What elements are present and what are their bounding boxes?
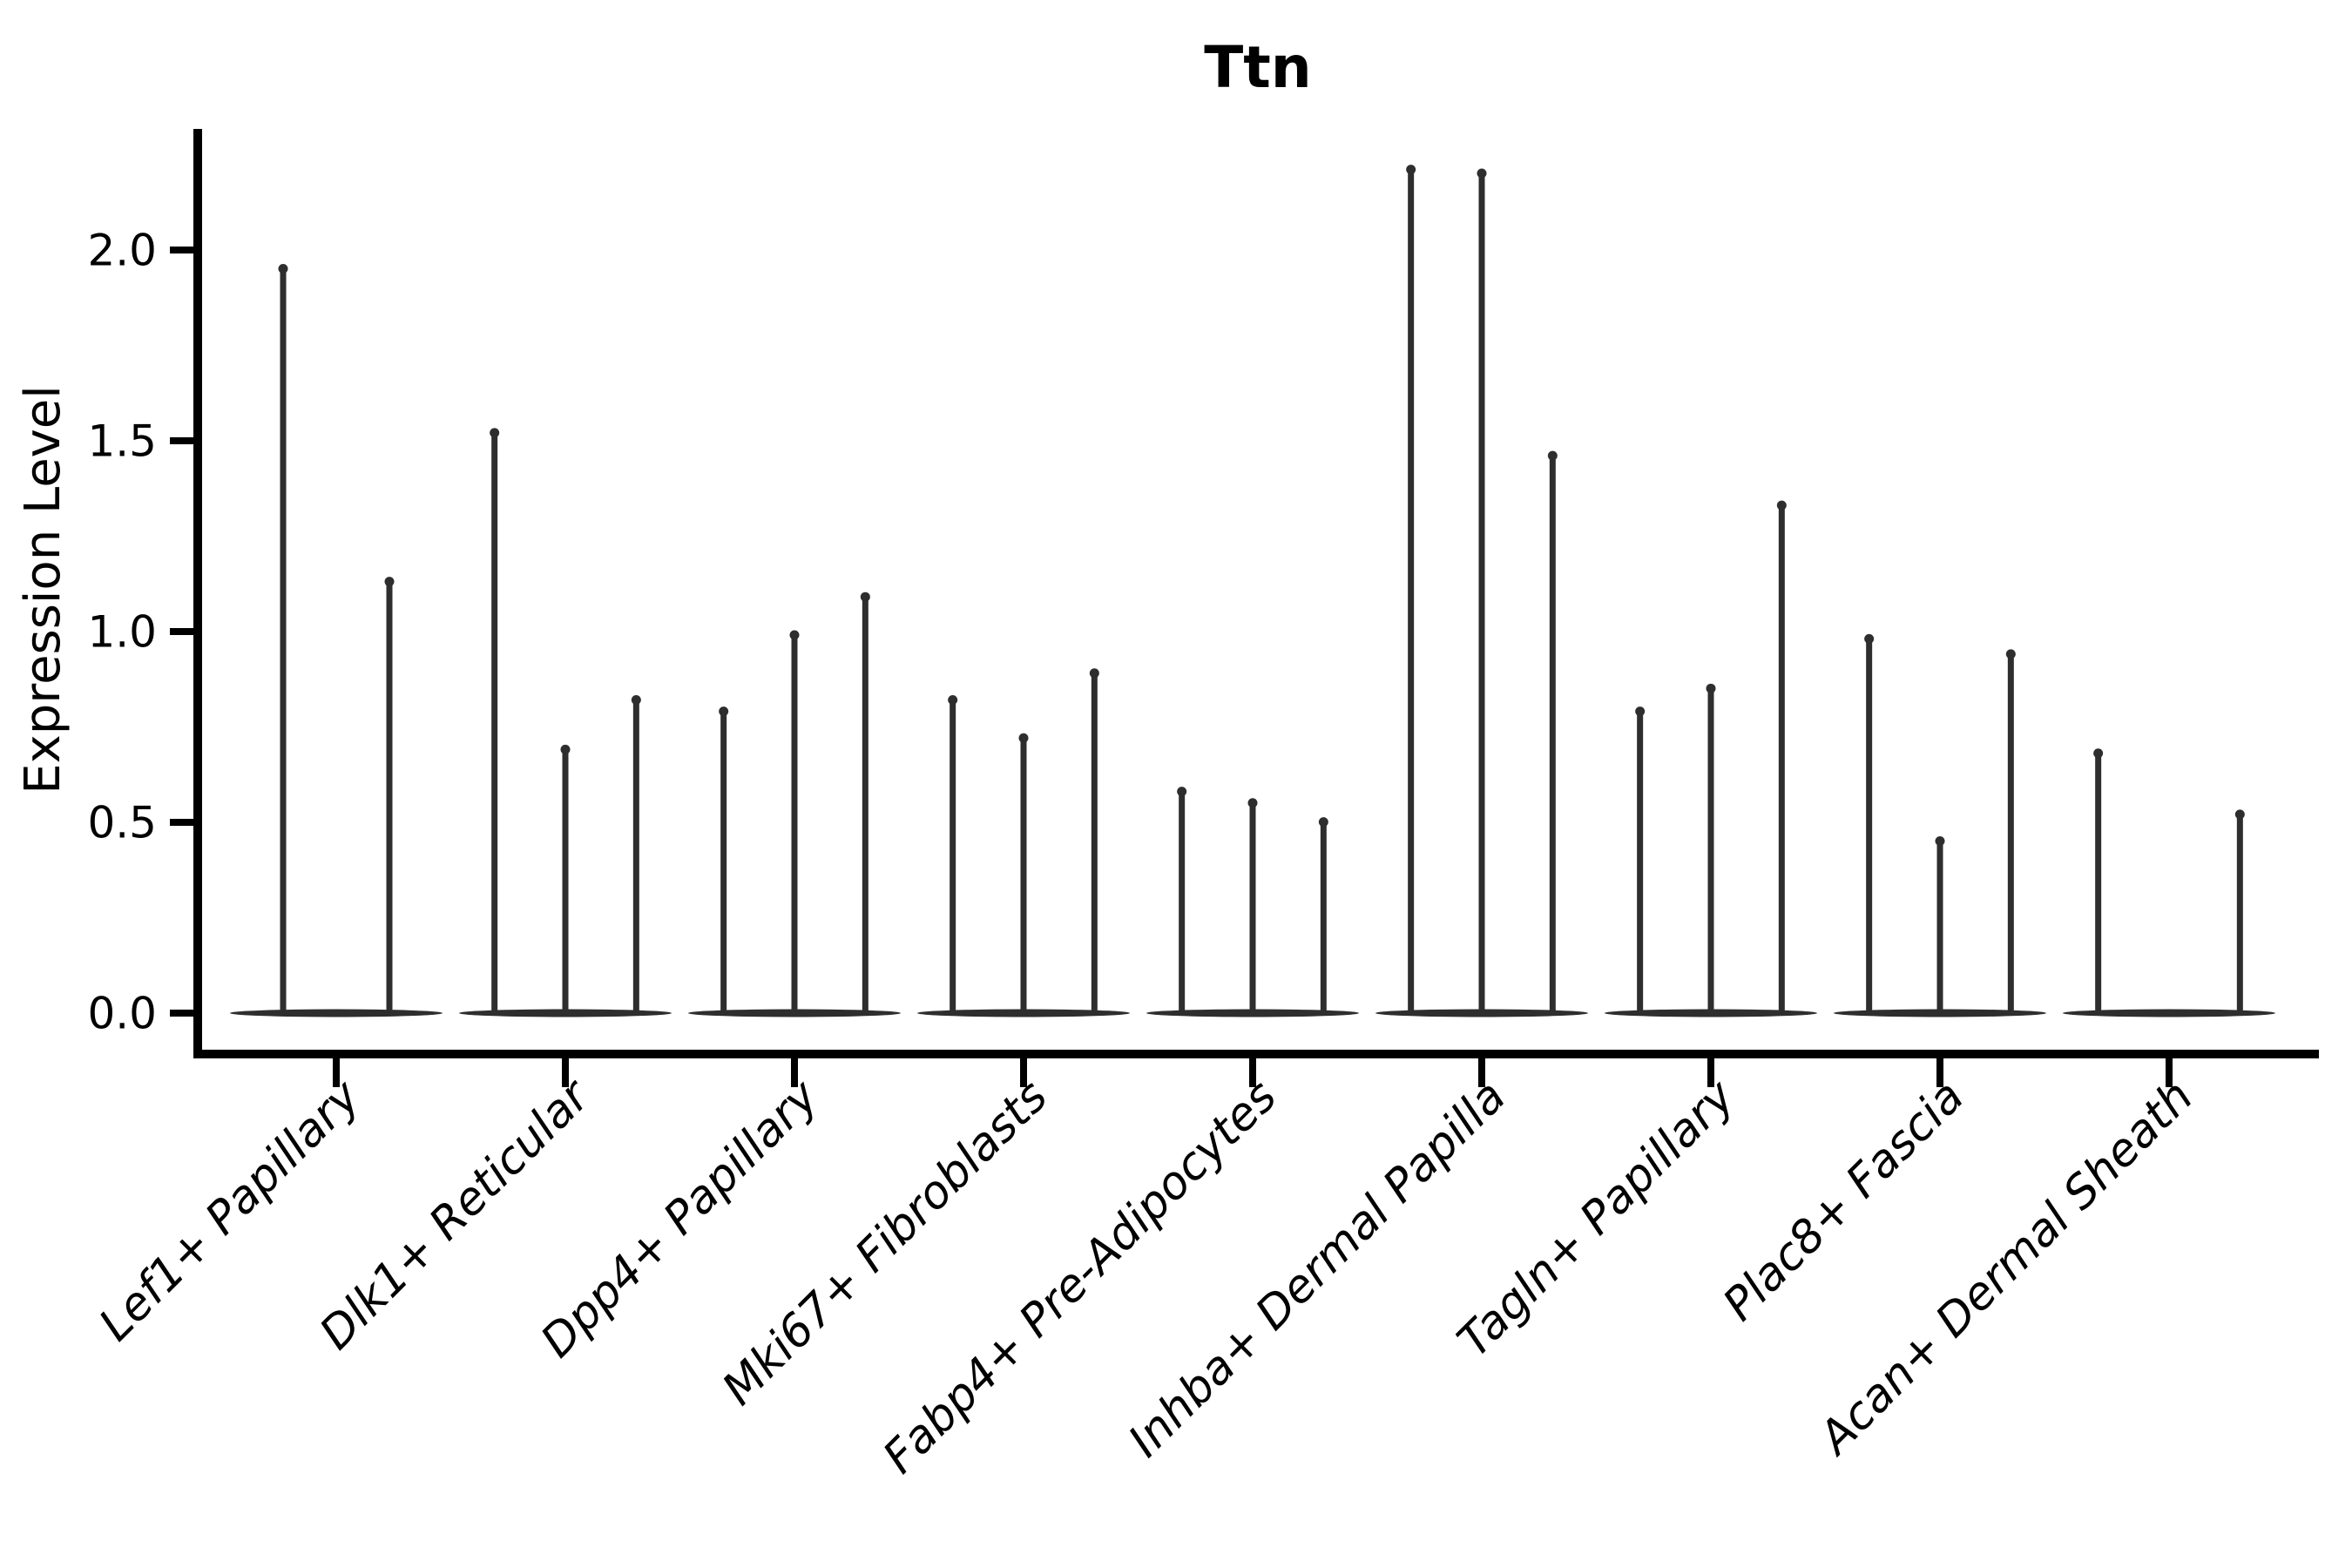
violin-spike-tip [384, 577, 395, 587]
violin-spike-tip [1247, 798, 1258, 808]
violin-spike-tip [1864, 633, 1875, 644]
violin-spike-tip [1318, 817, 1328, 828]
violin-spike [1320, 818, 1327, 1013]
violin-spike [632, 696, 639, 1013]
violin-spike-tip [1635, 706, 1646, 717]
violin-spike-tip [789, 630, 800, 640]
violin-spike [791, 632, 798, 1013]
violin-spike [1936, 837, 1943, 1013]
violin-spike-tip [1776, 500, 1787, 510]
violin-spike-tip [2005, 649, 2016, 659]
chart-title: Ttn [1204, 34, 1312, 101]
violin-spike [491, 429, 498, 1013]
violin-spike-tip [1089, 668, 1099, 679]
violin-spike-tip [631, 694, 641, 705]
violin-spike [1249, 799, 1256, 1013]
violin-spike-tip [1406, 165, 1416, 175]
violin-spike [1020, 734, 1027, 1013]
violin-spike [1091, 669, 1098, 1013]
violin-spike [280, 265, 287, 1013]
violin-spike-tip [948, 694, 958, 705]
violin-spike [386, 578, 393, 1013]
violin-spike [2007, 650, 2014, 1013]
y-axis-label: Expression Level [15, 385, 71, 794]
violin-spike-tip [1477, 168, 1487, 179]
violin-spike-tip [719, 706, 729, 717]
violin-spike [2236, 810, 2243, 1013]
violin-spike-tip [278, 264, 288, 274]
violin-spike [2095, 749, 2102, 1013]
x-tick-label: Fabp4+ Pre-Adipocytes [874, 1071, 1288, 1484]
violin-spike-tip [490, 428, 500, 438]
y-tick-label: 0.0 [87, 989, 157, 1039]
violin-series-layer [230, 165, 2275, 1017]
violin-spike [950, 696, 956, 1013]
violin-spike-tip [860, 591, 870, 602]
violin-spike [1478, 170, 1485, 1013]
violin-spike [1549, 452, 1556, 1013]
x-tick-label: Acan+ Dermal Sheath [1808, 1071, 2203, 1466]
violin-spike-tip [2234, 809, 2245, 820]
violin-spike [1179, 787, 1186, 1013]
y-tick-label: 1.5 [87, 416, 157, 467]
violin-spike [862, 593, 868, 1013]
x-tick-label: Inhba+ Dermal Papilla [1119, 1071, 1516, 1468]
violin-spike [1637, 707, 1644, 1013]
violin-spike [1408, 166, 1415, 1013]
violin-spike-tip [560, 744, 571, 754]
violin-spike [1707, 685, 1714, 1013]
violin-spike [720, 707, 727, 1013]
violin-spike-tip [1547, 450, 1558, 461]
violin-spike [1778, 502, 1785, 1013]
violin-spike-tip [1177, 787, 1187, 797]
y-tick-label: 0.5 [87, 798, 157, 848]
x-tick-label: Plac8+ Fascia [1713, 1071, 1974, 1331]
violin-spike-tip [2093, 748, 2104, 759]
y-tick-label: 1.0 [87, 607, 157, 658]
violin-spike-tip [1018, 733, 1029, 743]
violin-spike-tip [1706, 683, 1716, 693]
violin-spike-tip [1935, 836, 1945, 847]
violin-baseline [2063, 1009, 2275, 1017]
violin-spike [562, 746, 569, 1013]
y-tick-label: 2.0 [87, 226, 157, 276]
violin-baseline [230, 1009, 443, 1017]
violin-spike [1866, 635, 1873, 1013]
